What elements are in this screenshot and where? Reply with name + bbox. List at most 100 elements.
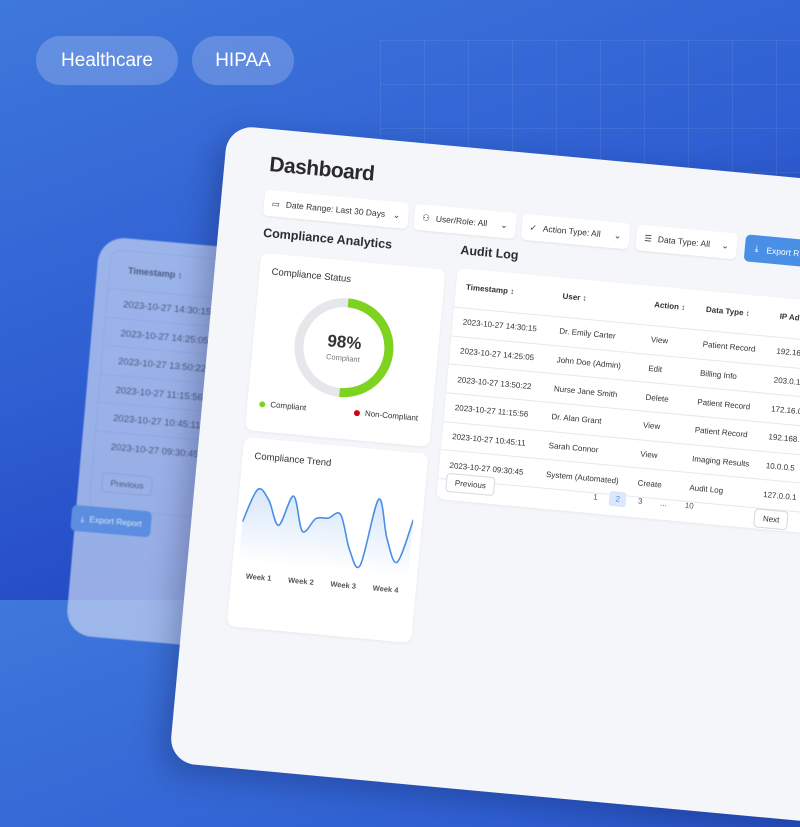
timestamp-header: Timestamp bbox=[127, 265, 176, 280]
header-label: User bbox=[562, 291, 581, 303]
column-header[interactable]: IP Ad bbox=[779, 312, 800, 323]
column-header[interactable]: Action ↕ bbox=[654, 300, 686, 312]
table-cell: 2023-10-27 14:25:05 bbox=[459, 346, 535, 363]
download-icon: ⤓ bbox=[80, 512, 85, 524]
sort-icon: ↕ bbox=[582, 293, 587, 303]
trend-line bbox=[241, 488, 415, 569]
x-tick: Week 2 bbox=[287, 575, 315, 587]
filter-label: Data Type: All bbox=[657, 234, 711, 250]
filter-user-role[interactable]: ⚇ User/Role: All ⌄ bbox=[413, 203, 518, 239]
column-header[interactable]: Timestamp ↕ bbox=[466, 283, 515, 296]
page-3[interactable]: 3 bbox=[637, 496, 643, 506]
chevron-down-icon: ⌄ bbox=[392, 209, 401, 220]
export-label: Export Report bbox=[89, 514, 143, 529]
chevron-down-icon: ⌄ bbox=[613, 229, 622, 241]
analytics-title: Compliance Analytics bbox=[262, 225, 393, 252]
table-cell: Imaging Results bbox=[691, 454, 750, 469]
legend-dot bbox=[353, 409, 361, 416]
trend-chart bbox=[238, 488, 415, 579]
legend-non-compliant: Non-Compliant bbox=[353, 408, 419, 423]
table-cell: System (Automated) bbox=[545, 469, 620, 486]
chevron-down-icon: ⌄ bbox=[721, 239, 730, 251]
legend-dot bbox=[259, 400, 266, 408]
table-cell: Patient Record bbox=[694, 425, 748, 440]
table-cell: Dr. Emily Carter bbox=[558, 326, 616, 342]
table-cell: 192.16 bbox=[776, 346, 800, 359]
background-previous-button[interactable]: Previous bbox=[100, 472, 154, 497]
sort-icon: ↕ bbox=[745, 308, 751, 318]
table-cell: 172.16.0 bbox=[770, 404, 800, 416]
database-icon: ☰ bbox=[643, 232, 653, 244]
tag-hipaa: HIPAA bbox=[192, 36, 294, 85]
filter-label: Date Range: Last 30 Days bbox=[285, 199, 386, 219]
check-circle-icon: ✓ bbox=[529, 221, 538, 233]
download-icon: ⤓ bbox=[754, 243, 760, 254]
sort-icon: ↕ bbox=[680, 302, 686, 312]
table-cell: Create bbox=[637, 478, 663, 490]
table-cell: 203.0.1 bbox=[773, 375, 800, 387]
page-1[interactable]: 1 bbox=[592, 492, 599, 502]
table-cell: View bbox=[642, 421, 661, 432]
table-cell: 2023-10-27 13:50:22 bbox=[457, 375, 532, 391]
chevron-down-icon: ⌄ bbox=[500, 219, 509, 230]
x-tick: Week 1 bbox=[245, 571, 272, 583]
table-cell: Nurse Jane Smith bbox=[553, 383, 618, 399]
sort-icon: ↕ bbox=[509, 286, 515, 297]
table-cell: 2023-10-27 11:15:56 bbox=[454, 403, 529, 420]
filter-date-range[interactable]: ▭ Date Range: Last 30 Days ⌄ bbox=[262, 189, 410, 229]
audit-log-table: Timestamp ↕ User ↕ Action ↕ Data Type ↕ IP A… bbox=[436, 267, 800, 539]
table-cell: View bbox=[650, 335, 669, 346]
background-export-button[interactable]: ⤓ Export Report bbox=[70, 504, 153, 538]
table-cell: Delete bbox=[645, 392, 670, 404]
table-cell: 2023-10-27 10:45:11 bbox=[451, 432, 526, 448]
legend-label: Non-Compliant bbox=[364, 408, 419, 423]
header-label: Timestamp bbox=[465, 282, 509, 296]
table-cell: Dr. Alan Grant bbox=[550, 412, 602, 427]
filter-label: User/Role: All bbox=[435, 213, 488, 229]
filter-data-type[interactable]: ☰ Data Type: All ⌄ bbox=[635, 224, 739, 260]
compliance-donut bbox=[294, 298, 394, 398]
tag-healthcare: Healthcare bbox=[36, 36, 178, 85]
table-cell: Patient Record bbox=[702, 340, 756, 355]
x-tick: Week 3 bbox=[330, 579, 357, 591]
card-title: Compliance Trend bbox=[253, 450, 332, 469]
header-label: IP Ad bbox=[779, 311, 800, 323]
table-cell: Edit bbox=[647, 363, 663, 375]
user-icon: ⚇ bbox=[421, 211, 431, 223]
calendar-icon: ▭ bbox=[271, 197, 281, 209]
table-cell: View bbox=[639, 449, 658, 461]
table-cell: Patient Record bbox=[697, 397, 751, 412]
trend-area bbox=[238, 488, 414, 579]
card-title: Compliance Status bbox=[271, 266, 352, 285]
table-cell: 127.0.0.1 bbox=[762, 489, 797, 502]
page-2[interactable]: 2 bbox=[608, 490, 627, 508]
legend-compliant: Compliant bbox=[259, 399, 307, 412]
column-header[interactable]: Data Type ↕ bbox=[706, 305, 751, 318]
table-cell: 192.168.1 bbox=[768, 432, 800, 445]
page-ellipsis: ... bbox=[659, 498, 668, 509]
audit-log-title: Audit Log bbox=[459, 243, 520, 263]
table-cell: Audit Log bbox=[689, 482, 724, 496]
x-tick: Week 4 bbox=[372, 583, 399, 595]
header-label: Action bbox=[653, 300, 680, 312]
filter-action-type[interactable]: ✓ Action Type: All ⌄ bbox=[520, 213, 631, 250]
filter-label: Action Type: All bbox=[542, 223, 602, 239]
table-cell: 10.0.0.5 bbox=[765, 461, 796, 473]
column-header[interactable]: User ↕ bbox=[562, 292, 587, 303]
compliance-trend-card: Compliance Trend Week 1 Week 2 Week 3 Week … bbox=[226, 436, 429, 644]
header-label: Data Type bbox=[705, 304, 744, 318]
table-cell: 2023-10-27 14:30:15 bbox=[462, 317, 538, 334]
table-cell: Sarah Connor bbox=[548, 441, 599, 455]
page-10[interactable]: 10 bbox=[684, 500, 695, 511]
compliance-status-card: Compliance Status 98% Compliant Complian… bbox=[244, 252, 446, 447]
export-label: Export R bbox=[766, 244, 800, 258]
previous-button[interactable]: Previous bbox=[445, 472, 496, 497]
next-button[interactable]: Next bbox=[753, 508, 790, 531]
export-report-button[interactable]: ⤓ Export R bbox=[743, 234, 800, 273]
dashboard-window: Dashboard ▭ Date Range: Last 30 Days ⌄ ⚇ Us… bbox=[168, 125, 800, 827]
donut-compliant-arc bbox=[294, 298, 394, 398]
legend-label: Compliant bbox=[269, 400, 307, 413]
table-cell: John Doe (Admin) bbox=[556, 355, 622, 371]
page-title: Dashboard bbox=[268, 153, 376, 186]
table-cell: Billing Info bbox=[699, 368, 738, 382]
